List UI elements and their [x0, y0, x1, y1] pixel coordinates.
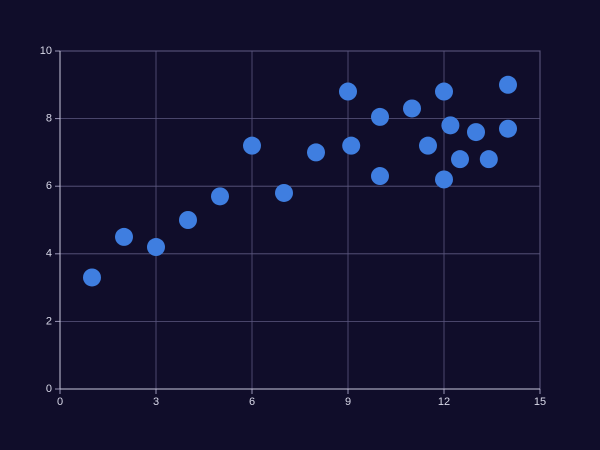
- point: [451, 150, 469, 169]
- y-tick-label: 10: [40, 45, 52, 57]
- point: [342, 136, 361, 155]
- point: [147, 238, 165, 257]
- point: [435, 170, 453, 189]
- point: [467, 123, 485, 142]
- y-tick-label: 0: [46, 383, 52, 395]
- y-tick-label: 8: [46, 113, 52, 125]
- point: [435, 82, 453, 101]
- point: [499, 75, 517, 94]
- point: [419, 136, 437, 155]
- point: [115, 227, 133, 246]
- point: [83, 268, 101, 287]
- point: [371, 167, 389, 186]
- point: [339, 82, 357, 101]
- point: [441, 116, 460, 135]
- x-tick-label: 12: [438, 396, 450, 408]
- point: [371, 107, 389, 126]
- point: [499, 119, 517, 138]
- point: [179, 211, 197, 229]
- x-tick-label: 15: [534, 396, 546, 408]
- x-tick-label: 6: [249, 396, 255, 408]
- y-tick-label: 6: [46, 180, 52, 192]
- point: [403, 99, 421, 118]
- point: [211, 187, 229, 206]
- point: [275, 183, 293, 202]
- y-tick-label: 4: [46, 248, 52, 260]
- x-tick-label: 3: [153, 396, 159, 408]
- plot-area: [59, 50, 541, 390]
- x-tick-label: 9: [345, 396, 351, 408]
- point: [243, 136, 261, 155]
- point: [479, 150, 498, 169]
- x-tick-label: 0: [57, 396, 63, 408]
- y-tick-label: 2: [46, 315, 52, 327]
- point: [307, 143, 325, 162]
